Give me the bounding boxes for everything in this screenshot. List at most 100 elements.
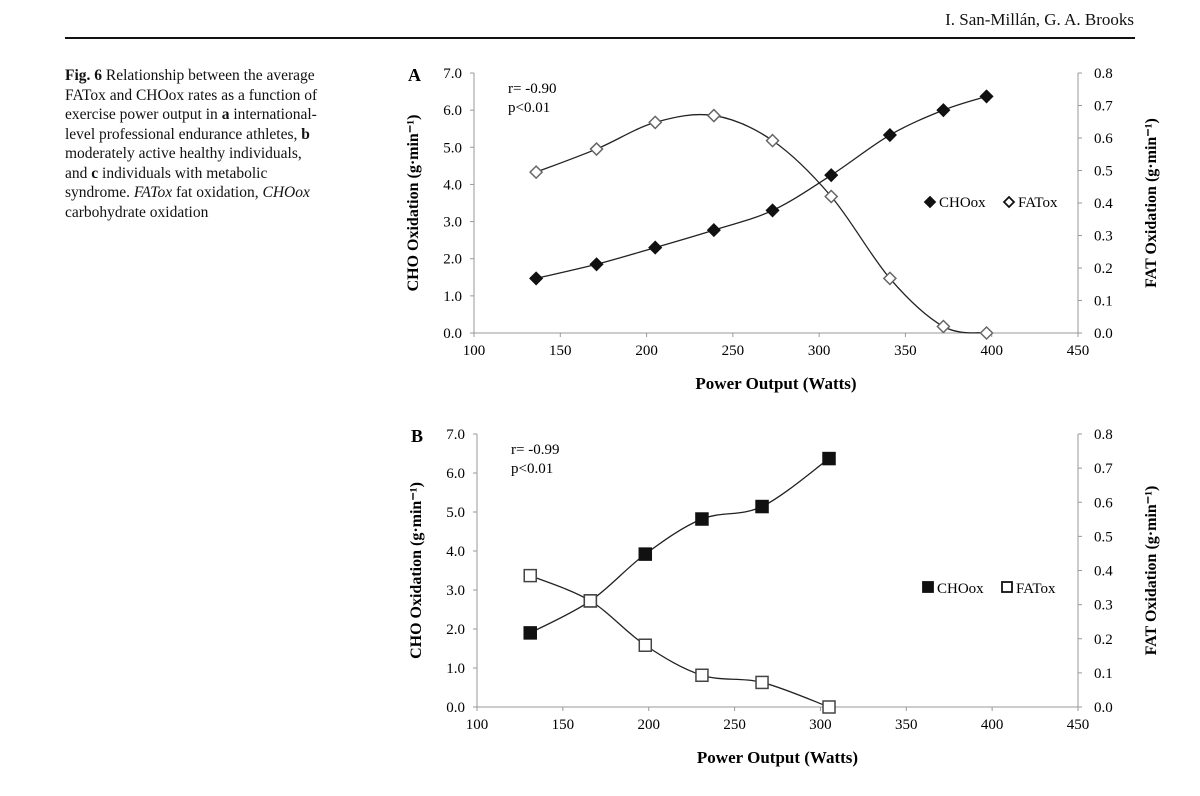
y-tick-label: 4.0 bbox=[446, 544, 465, 560]
data-point-CHOox bbox=[936, 103, 951, 118]
data-point-FATox bbox=[882, 271, 897, 286]
panel-letter: B bbox=[411, 426, 423, 446]
x-tick-label: 300 bbox=[808, 343, 831, 359]
y-tick-label: 7.0 bbox=[443, 66, 462, 82]
stat-annotation: p<0.01 bbox=[508, 100, 550, 116]
data-point-FATox bbox=[824, 189, 839, 204]
y2-tick-label: 0.1 bbox=[1094, 294, 1113, 310]
legend-label: FATox bbox=[1018, 195, 1058, 211]
x-tick-label: 200 bbox=[637, 717, 660, 733]
y-tick-label: 3.0 bbox=[443, 215, 462, 231]
y-tick-label: 2.0 bbox=[446, 622, 465, 638]
caption-text: fat oxidation, bbox=[172, 184, 263, 201]
figure-label: Fig. 6 bbox=[65, 67, 103, 84]
data-point-FATox bbox=[589, 141, 604, 157]
y-tick-label: 0.0 bbox=[443, 326, 462, 342]
y2-tick-label: 0.2 bbox=[1094, 261, 1113, 277]
chart-panel-A: 100 150 200 250 300 350 400 4500.01.02.03.04.05… bbox=[405, 65, 1160, 393]
x-axis-label: Power Output (Watts) bbox=[695, 374, 856, 393]
x-tick-label: 250 bbox=[723, 717, 746, 733]
data-point-CHOox bbox=[824, 168, 839, 183]
x-tick-label: 100 bbox=[463, 343, 486, 359]
data-point-CHOox bbox=[589, 257, 604, 272]
y-tick-label: 5.0 bbox=[446, 505, 465, 521]
y2-axis-label: FAT Oxidation (g·min⁻¹) bbox=[1143, 118, 1160, 288]
caption-text: moderately active healthy individuals, a… bbox=[65, 145, 302, 182]
y2-tick-label: 0.4 bbox=[1094, 196, 1113, 212]
x-tick-label: 150 bbox=[549, 343, 572, 359]
x-tick-label: 300 bbox=[809, 717, 832, 733]
x-tick-label: 400 bbox=[980, 343, 1003, 359]
y-tick-label: 1.0 bbox=[446, 661, 465, 677]
y2-tick-label: 0.5 bbox=[1094, 164, 1113, 180]
data-point-CHOox bbox=[695, 512, 709, 526]
y2-tick-label: 0.8 bbox=[1094, 66, 1113, 82]
panel-letter: A bbox=[408, 65, 421, 85]
y-tick-label: 2.0 bbox=[443, 252, 462, 268]
y2-tick-label: 0.0 bbox=[1094, 700, 1113, 716]
caption-text: carbohydrate oxidation bbox=[65, 203, 209, 221]
figure-caption: Fig. 6 Relationship between the average … bbox=[65, 66, 325, 222]
caption-text: Relationship between the average FATox a… bbox=[65, 67, 318, 123]
y2-tick-label: 0.7 bbox=[1094, 461, 1113, 477]
data-point-FATox bbox=[765, 133, 780, 148]
stat-annotation: p<0.01 bbox=[511, 461, 553, 477]
x-tick-label: 250 bbox=[722, 343, 745, 359]
data-point-FATox bbox=[529, 165, 544, 180]
y-axis-label: CHO Oxidation (g·min⁻¹) bbox=[408, 482, 425, 659]
y2-tick-label: 0.0 bbox=[1094, 326, 1113, 342]
y2-tick-label: 0.4 bbox=[1094, 564, 1113, 580]
running-header: I. San-Millán, G. A. Brooks bbox=[945, 10, 1134, 29]
data-point-FATox bbox=[523, 568, 537, 583]
y-tick-label: 6.0 bbox=[443, 103, 462, 119]
x-tick-label: 350 bbox=[895, 717, 918, 733]
x-axis-label: Power Output (Watts) bbox=[697, 748, 858, 767]
data-point-FATox bbox=[583, 594, 598, 608]
y2-tick-label: 0.5 bbox=[1094, 529, 1113, 545]
x-tick-label: 350 bbox=[894, 343, 917, 359]
y2-tick-label: 0.6 bbox=[1094, 495, 1113, 511]
series-line-FATox bbox=[535, 113, 987, 334]
y-tick-label: 1.0 bbox=[443, 289, 462, 305]
data-point-CHOox bbox=[979, 89, 994, 104]
y2-tick-label: 0.1 bbox=[1094, 666, 1113, 682]
legend-label: CHOox bbox=[937, 581, 984, 597]
y-tick-label: 4.0 bbox=[443, 177, 462, 193]
y-tick-label: 0.0 bbox=[446, 700, 465, 716]
data-point-CHOox bbox=[755, 499, 769, 514]
data-point-CHOox bbox=[529, 271, 544, 286]
stat-annotation: r= -0.90 bbox=[508, 81, 556, 97]
header-rule bbox=[65, 37, 1135, 39]
data-point-CHOox bbox=[822, 451, 836, 466]
data-point-FATox bbox=[706, 108, 721, 123]
y-tick-label: 3.0 bbox=[446, 583, 465, 599]
caption-text: international-level professional enduran… bbox=[65, 106, 317, 143]
caption-term: CHOox bbox=[262, 184, 310, 201]
series-line-CHOox bbox=[529, 458, 830, 634]
stat-annotation: r= -0.99 bbox=[511, 442, 559, 458]
x-tick-label: 450 bbox=[1067, 717, 1090, 733]
data-point-FATox bbox=[638, 638, 653, 652]
legend-marker bbox=[923, 195, 937, 209]
legend-marker bbox=[1001, 581, 1013, 593]
data-point-CHOox bbox=[765, 203, 780, 218]
data-point-FATox bbox=[936, 319, 951, 334]
data-point-CHOox bbox=[882, 127, 897, 143]
y2-axis-label: FAT Oxidation (g·min⁻¹) bbox=[1143, 486, 1160, 656]
y-tick-label: 5.0 bbox=[443, 140, 462, 156]
x-tick-label: 450 bbox=[1067, 343, 1090, 359]
series-line-FATox bbox=[529, 575, 830, 708]
series-line-CHOox bbox=[535, 95, 987, 280]
data-point-FATox bbox=[822, 700, 836, 714]
x-tick-label: 150 bbox=[552, 717, 575, 733]
y2-tick-label: 0.7 bbox=[1094, 99, 1113, 115]
caption-term: FATox bbox=[133, 184, 173, 201]
data-point-CHOox bbox=[523, 626, 537, 640]
legend-label: FATox bbox=[1016, 581, 1056, 597]
data-point-FATox bbox=[979, 325, 994, 341]
data-point-FATox bbox=[648, 115, 663, 130]
legend-marker bbox=[922, 581, 934, 593]
y2-tick-label: 0.2 bbox=[1094, 632, 1113, 648]
data-point-CHOox bbox=[648, 240, 663, 255]
